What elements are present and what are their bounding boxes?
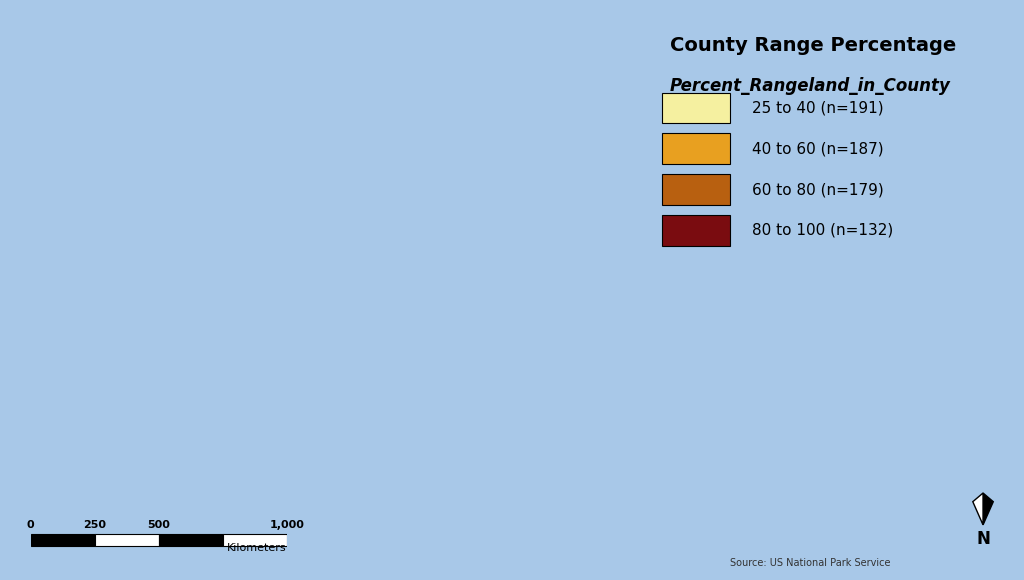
Text: Source: US National Park Service: Source: US National Park Service [730, 559, 891, 568]
Text: 0: 0 [27, 520, 35, 530]
Text: 25 to 40 (n=191): 25 to 40 (n=191) [752, 100, 884, 115]
Polygon shape [973, 493, 983, 525]
Text: 40 to 60 (n=187): 40 to 60 (n=187) [752, 141, 884, 156]
Polygon shape [983, 493, 993, 525]
Bar [223, 534, 287, 546]
Bar [31, 534, 94, 546]
Text: 500: 500 [147, 520, 170, 530]
Text: 80 to 100 (n=132): 80 to 100 (n=132) [752, 223, 893, 238]
Text: 60 to 80 (n=179): 60 to 80 (n=179) [752, 182, 884, 197]
FancyBboxPatch shape [663, 133, 730, 164]
FancyBboxPatch shape [663, 174, 730, 205]
Bar [94, 534, 159, 546]
Text: 1,000: 1,000 [269, 520, 304, 530]
Text: 250: 250 [83, 520, 106, 530]
Text: N: N [976, 530, 990, 549]
Text: Percent_Rangeland_in_County: Percent_Rangeland_in_County [670, 77, 950, 95]
FancyBboxPatch shape [663, 215, 730, 246]
Text: Kilometers: Kilometers [227, 543, 287, 553]
FancyBboxPatch shape [663, 93, 730, 123]
Text: County Range Percentage: County Range Percentage [670, 37, 956, 56]
Bar [159, 534, 223, 546]
